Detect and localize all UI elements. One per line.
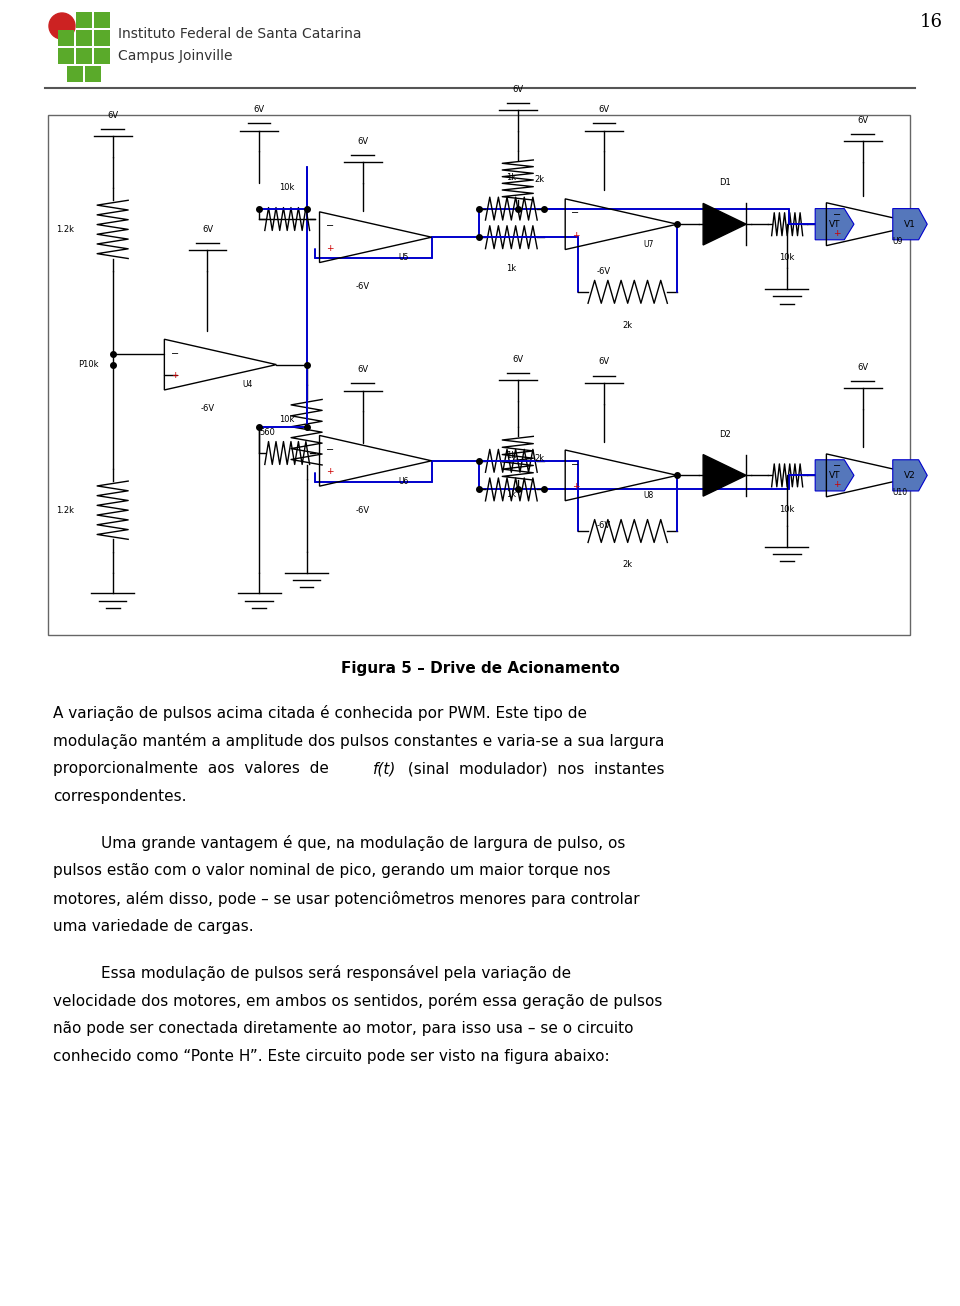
Text: -6V: -6V — [201, 405, 214, 413]
Text: 6V: 6V — [357, 137, 369, 145]
Bar — [94, 12, 110, 27]
Text: U7: U7 — [643, 240, 654, 249]
Text: motores, além disso, pode – se usar potenciômetros menores para controlar: motores, além disso, pode – se usar pote… — [53, 891, 639, 906]
Text: −: − — [171, 349, 179, 359]
Text: A variação de pulsos acima citada é conhecida por PWM. Este tipo de: A variação de pulsos acima citada é conh… — [53, 705, 587, 721]
Text: correspondentes.: correspondentes. — [53, 789, 186, 804]
Text: +: + — [326, 468, 334, 477]
Circle shape — [49, 13, 75, 39]
Text: (sinal  modulador)  nos  instantes: (sinal modulador) nos instantes — [403, 761, 664, 776]
Bar — [76, 12, 92, 27]
Bar — [76, 48, 92, 64]
Bar — [58, 48, 74, 64]
Text: +: + — [833, 229, 840, 238]
FancyArrow shape — [815, 460, 854, 491]
Text: 2k: 2k — [535, 175, 544, 184]
Text: 1k: 1k — [506, 490, 516, 499]
Text: f(t): f(t) — [373, 761, 396, 776]
Text: VT: VT — [828, 219, 840, 229]
Text: VT: VT — [828, 471, 840, 479]
Text: modulação mantém a amplitude dos pulsos constantes e varia-se a sua largura: modulação mantém a amplitude dos pulsos … — [53, 733, 664, 750]
Bar — [94, 48, 110, 64]
Text: U10: U10 — [893, 488, 908, 498]
Text: -6V: -6V — [355, 282, 370, 291]
FancyArrow shape — [893, 209, 927, 240]
Text: 560: 560 — [260, 427, 276, 436]
Text: 1k: 1k — [506, 451, 516, 460]
Text: −: − — [571, 209, 580, 218]
Text: V1: V1 — [904, 219, 916, 229]
Bar — [94, 30, 110, 46]
Text: -6V: -6V — [597, 266, 612, 276]
Text: 1k: 1k — [506, 172, 516, 182]
Bar — [48, 115, 910, 635]
Text: −: − — [832, 461, 841, 471]
Text: 6V: 6V — [108, 111, 118, 120]
Text: D2: D2 — [719, 430, 731, 439]
Text: 10k: 10k — [780, 253, 795, 263]
Text: Uma grande vantagem é que, na modulação de largura de pulso, os: Uma grande vantagem é que, na modulação … — [101, 835, 625, 852]
Text: 6V: 6V — [202, 225, 213, 234]
Text: conhecido como “Ponte H”. Este circuito pode ser visto na figura abaixo:: conhecido como “Ponte H”. Este circuito … — [53, 1049, 610, 1064]
Text: 10k: 10k — [279, 183, 295, 192]
Text: +: + — [572, 231, 579, 239]
Text: Figura 5 – Drive de Acionamento: Figura 5 – Drive de Acionamento — [341, 661, 619, 675]
Text: U5: U5 — [398, 253, 408, 263]
Text: U9: U9 — [893, 236, 903, 246]
Text: 10k: 10k — [780, 504, 795, 513]
Text: 6V: 6V — [857, 363, 868, 372]
Text: Campus Joinville: Campus Joinville — [118, 50, 232, 63]
Text: 1.2k: 1.2k — [57, 505, 74, 515]
Text: 2k: 2k — [623, 321, 633, 330]
Text: não pode ser conectada diretamente ao motor, para isso usa – se o circuito: não pode ser conectada diretamente ao mo… — [53, 1021, 634, 1036]
Text: 6V: 6V — [513, 85, 523, 94]
Bar — [85, 67, 101, 82]
Text: 10k: 10k — [279, 415, 295, 423]
Text: 6V: 6V — [598, 106, 610, 115]
Text: −: − — [832, 210, 841, 219]
Text: 2k: 2k — [623, 560, 633, 569]
Text: 6V: 6V — [513, 355, 523, 364]
Text: 1.2k: 1.2k — [57, 225, 74, 234]
Text: U8: U8 — [643, 491, 654, 500]
Polygon shape — [703, 454, 746, 496]
Text: proporcionalmente  aos  valores  de: proporcionalmente aos valores de — [53, 761, 334, 776]
Text: -6V: -6V — [355, 505, 370, 515]
Polygon shape — [703, 204, 746, 246]
Text: +: + — [171, 371, 179, 380]
Text: uma variedade de cargas.: uma variedade de cargas. — [53, 919, 253, 934]
Bar — [67, 67, 83, 82]
Text: velocidade dos motores, em ambos os sentidos, porém essa geração de pulsos: velocidade dos motores, em ambos os sent… — [53, 993, 662, 1010]
Text: 6V: 6V — [357, 366, 369, 375]
FancyArrow shape — [893, 460, 927, 491]
Text: D1: D1 — [719, 178, 731, 187]
Text: −: − — [325, 445, 334, 454]
Text: −: − — [571, 460, 580, 470]
Bar — [76, 30, 92, 46]
Text: U6: U6 — [398, 477, 408, 486]
Text: 16: 16 — [920, 13, 943, 31]
Text: Essa modulação de pulsos será responsável pela variação de: Essa modulação de pulsos será responsáve… — [101, 965, 571, 981]
Text: 6V: 6V — [857, 116, 868, 124]
Bar — [58, 30, 74, 46]
Text: −: − — [325, 222, 334, 231]
Text: V2: V2 — [904, 471, 916, 479]
Text: 1k: 1k — [506, 264, 516, 273]
Text: +: + — [572, 482, 579, 491]
FancyArrow shape — [815, 209, 854, 240]
Text: -6V: -6V — [597, 521, 612, 530]
Text: 6V: 6V — [253, 106, 265, 115]
Text: 6V: 6V — [598, 358, 610, 367]
Text: P10k: P10k — [78, 360, 99, 370]
Text: U4: U4 — [243, 380, 253, 389]
Text: +: + — [326, 243, 334, 252]
Text: 2k: 2k — [535, 453, 544, 462]
Text: Instituto Federal de Santa Catarina: Instituto Federal de Santa Catarina — [118, 27, 362, 40]
Text: pulsos estão com o valor nominal de pico, gerando um maior torque nos: pulsos estão com o valor nominal de pico… — [53, 863, 611, 878]
Text: +: + — [833, 481, 840, 488]
